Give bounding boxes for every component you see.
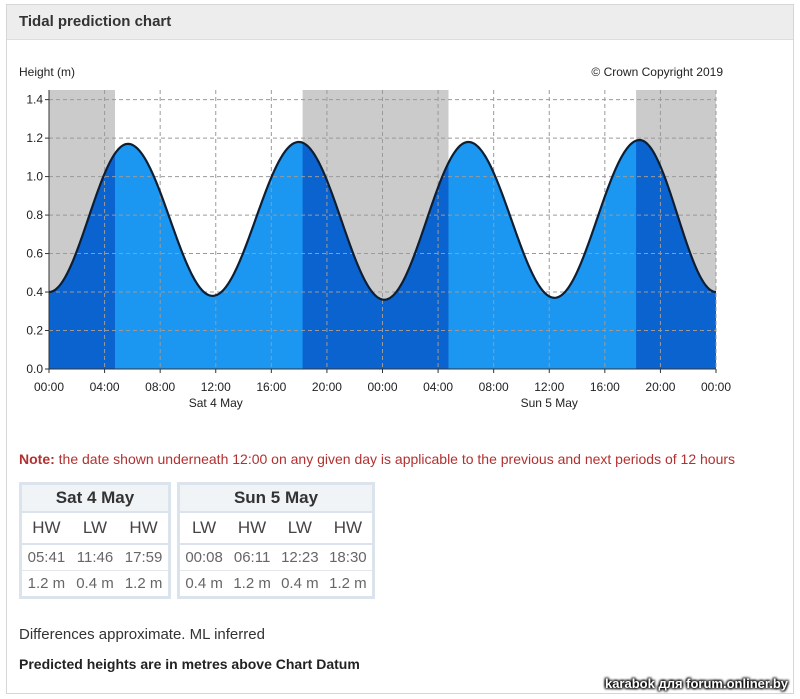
tide-table-sun: Sun 5 May LW HW LW HW 00:08 06:11 12:23 … xyxy=(177,482,375,599)
y-tick-label: 1.2 xyxy=(26,131,43,145)
tide-type: HW xyxy=(20,512,71,545)
y-tick-label: 1.4 xyxy=(26,93,43,107)
tide-type: LW xyxy=(275,512,324,545)
tide-height: 1.2 m xyxy=(124,575,163,592)
y-tick-label: 0.0 xyxy=(26,362,43,376)
tide-time: 18:30 xyxy=(323,544,374,571)
tide-height: 1.2 m xyxy=(233,575,271,592)
date-note: Note: the date shown underneath 12:00 on… xyxy=(19,451,735,467)
tide-time: 11:46 xyxy=(70,544,120,571)
y-tick-label: 1.0 xyxy=(26,170,43,184)
y-tick-label: 0.4 xyxy=(26,285,43,299)
y-tick-label: 0.2 xyxy=(26,324,43,338)
y-tick-label: 0.8 xyxy=(26,208,43,222)
panel-title: Tidal prediction chart xyxy=(7,5,793,40)
note-prefix: Note: xyxy=(19,451,55,467)
tidal-prediction-panel: Tidal prediction chart Height (m) © Crow… xyxy=(6,4,794,694)
x-tick-label: 04:00 xyxy=(90,380,120,394)
day-label: Sun 5 May xyxy=(521,396,578,410)
y-axis-label: Height (m) xyxy=(19,65,75,79)
tide-area-day xyxy=(49,140,716,369)
x-tick-label: 16:00 xyxy=(256,380,286,394)
tide-type: HW xyxy=(228,512,276,545)
copyright-label: © Crown Copyright 2019 xyxy=(591,65,723,79)
x-tick-label: 20:00 xyxy=(312,380,342,394)
x-tick-label: 20:00 xyxy=(645,380,675,394)
tide-type: LW xyxy=(70,512,120,545)
tide-height: 1.2 m xyxy=(27,575,66,592)
note-text: the date shown underneath 12:00 on any g… xyxy=(54,451,736,467)
x-tick-label: 12:00 xyxy=(534,380,564,394)
x-tick-label: 16:00 xyxy=(590,380,620,394)
day-label: Sat 4 May xyxy=(189,396,243,410)
datum-text: Predicted heights are in metres above Ch… xyxy=(19,656,360,672)
tide-height: 0.4 m xyxy=(185,575,223,592)
x-tick-label: 08:00 xyxy=(479,380,509,394)
tide-time: 12:23 xyxy=(275,544,324,571)
tide-height: 1.2 m xyxy=(329,575,367,592)
x-tick-label: 00:00 xyxy=(34,380,64,394)
tide-time: 17:59 xyxy=(119,544,170,571)
tide-type: HW xyxy=(119,512,170,545)
x-tick-label: 00:00 xyxy=(701,380,731,394)
tide-chart-svg: Height (m) © Crown Copyright 2019 0.0 0.2… xyxy=(19,65,731,410)
x-tick-label: 08:00 xyxy=(145,380,175,394)
tide-height: 0.4 m xyxy=(281,575,319,592)
watermark: karabok для forum.onliner.by xyxy=(604,676,788,691)
tide-chart: Height (m) © Crown Copyright 2019 0.0 0.2… xyxy=(7,55,795,425)
tide-table-sat: Sat 4 May HW LW HW 05:41 11:46 17:59 1.2… xyxy=(19,482,171,599)
tide-time: 00:08 xyxy=(178,544,229,571)
tide-type: LW xyxy=(178,512,229,545)
x-tick-label: 00:00 xyxy=(367,380,397,394)
tide-time: 06:11 xyxy=(228,544,276,571)
table-day-label: Sat 4 May xyxy=(20,483,170,513)
tide-height: 0.4 m xyxy=(76,575,114,592)
tide-time: 05:41 xyxy=(20,544,71,571)
tide-curve xyxy=(48,138,717,301)
tide-type: HW xyxy=(323,512,374,545)
y-tick-label: 0.6 xyxy=(26,247,43,261)
x-tick-label: 12:00 xyxy=(201,380,231,394)
x-tick-label: 04:00 xyxy=(423,380,453,394)
differences-text: Differences approximate. ML inferred xyxy=(19,626,265,643)
table-day-label: Sun 5 May xyxy=(178,483,374,513)
